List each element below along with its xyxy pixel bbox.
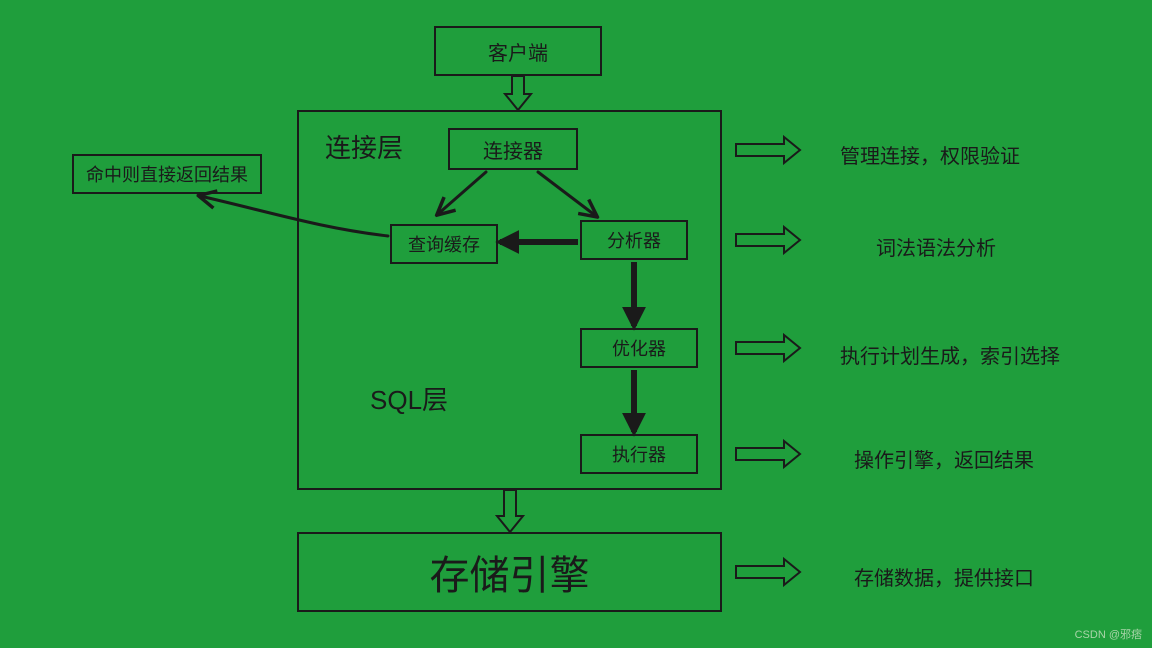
box-connector-label: 连接器 xyxy=(483,135,543,164)
box-cache_hit-label: 命中则直接返回结果 xyxy=(86,161,248,187)
arrow-note-optimizer xyxy=(736,335,800,361)
box-executor-label: 执行器 xyxy=(612,441,666,467)
label-conn_layer: 连接层 xyxy=(325,128,403,165)
box-analyzer: 分析器 xyxy=(580,220,688,260)
label-note_opt: 执行计划生成，索引选择 xyxy=(840,340,1060,369)
box-storage: 存储引擎 xyxy=(297,532,722,612)
box-analyzer-label: 分析器 xyxy=(607,227,661,253)
watermark: CSDN @邪痞 xyxy=(1075,626,1142,642)
arrow-main-to-storage xyxy=(497,490,523,532)
diagram-canvas: 客户端连接器命中则直接返回结果查询缓存 分析器优化器执行器存储引擎 连接层 SQL层 管… xyxy=(0,0,1152,648)
box-storage-label: 存储引擎 xyxy=(430,543,590,601)
arrow-note-executor xyxy=(736,441,800,467)
box-cache_hit: 命中则直接返回结果 xyxy=(72,154,262,194)
box-query_cache: 查询缓存 xyxy=(390,224,498,264)
arrow-note-analyzer xyxy=(736,227,800,253)
box-client: 客户端 xyxy=(434,26,602,76)
box-executor: 执行器 xyxy=(580,434,698,474)
box-client-label: 客户端 xyxy=(488,37,548,66)
box-connector: 连接器 xyxy=(448,128,578,170)
box-query_cache-label: 查询缓存 xyxy=(408,231,480,257)
box-optimizer-label: 优化器 xyxy=(612,335,666,361)
arrow-note-storage xyxy=(736,559,800,585)
label-note_store: 存储数据，提供接口 xyxy=(854,562,1034,591)
label-note_exec: 操作引擎，返回结果 xyxy=(854,444,1034,473)
arrow-note-connector xyxy=(736,137,800,163)
label-note_ana: 词法语法分析 xyxy=(876,232,996,261)
label-sql_layer: SQL层 xyxy=(370,380,448,417)
arrow-client-to-main xyxy=(505,76,531,110)
label-note_conn: 管理连接，权限验证 xyxy=(840,140,1020,169)
box-optimizer: 优化器 xyxy=(580,328,698,368)
